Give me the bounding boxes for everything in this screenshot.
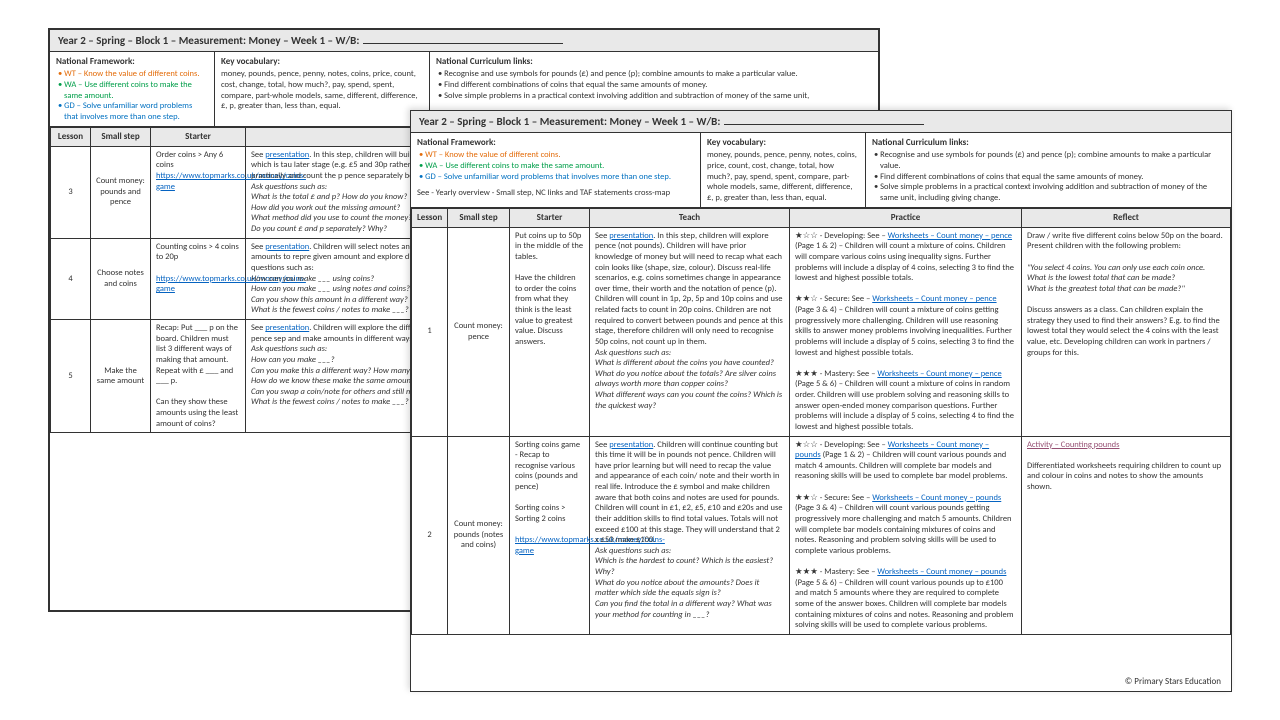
kv-label: Key vocabulary: (221, 56, 423, 67)
starter-cell: Recap: Put ___ p on the board. Children … (151, 320, 246, 433)
col-small: Small step (91, 128, 151, 146)
practice-cell: ★☆☆ - Developing: See – Worksheets – Cou… (790, 436, 1022, 634)
nf-label: National Framework: (417, 137, 694, 148)
nc-label: National Curriculum links: (872, 137, 1225, 148)
page-front: Year 2 – Spring – Block 1 – Measurement:… (410, 110, 1232, 692)
nc-item: Solve simple problems in a practical con… (436, 91, 872, 102)
col-reflect: Reflect (1022, 209, 1231, 227)
starter-cell: Put coins up to 50p in the middle of the… (510, 227, 590, 436)
nc-item: Find different combinations of coins tha… (436, 80, 872, 91)
activity-link[interactable]: Activity – Counting pounds (1027, 440, 1119, 450)
starter-cell: Order coins > Any 6 coinshttps://www.top… (151, 146, 246, 238)
col-starter: Starter (151, 128, 246, 146)
worksheet-link[interactable]: Worksheets – Count money – pence (877, 369, 1001, 379)
worksheet-link[interactable]: Worksheets – Count money – pence (888, 231, 1012, 241)
nf-wt: WT – Know the value of different coins. (417, 150, 694, 161)
lesson-num: 3 (51, 146, 91, 238)
practice-cell: ★☆☆ - Developing: See – Worksheets – Cou… (790, 227, 1022, 436)
lesson-num: 4 (51, 238, 91, 319)
title-bar-back: Year 2 – Spring – Block 1 – Measurement:… (50, 30, 878, 52)
worksheet-link[interactable]: Worksheets – Count money – pounds (877, 567, 1006, 577)
nc-item: Recognise and use symbols for pounds (£)… (436, 69, 872, 80)
starter-cell: Counting coins > 4 coins to 20phttps://w… (151, 238, 246, 319)
col-lesson: Lesson (412, 209, 448, 227)
see-note: See - Yearly overview - Small step, NC l… (417, 182, 694, 199)
footer-copyright: © Primary Stars Education (1125, 676, 1221, 687)
col-practice: Practice (790, 209, 1022, 227)
table-row: 1 Count money: pence Put coins up to 50p… (412, 227, 1231, 436)
col-starter: Starter (510, 209, 590, 227)
nf-wa: WA – Use different coins to make the sam… (56, 80, 208, 101)
kv-label: Key vocabulary: (707, 137, 859, 148)
table-row: 2 Count money: pounds (notes and coins) … (412, 436, 1231, 634)
kv-text: money, pounds, pence, penny, notes, coin… (707, 150, 857, 203)
kv-text: money, pounds, pence, penny, notes, coin… (221, 69, 418, 111)
nc-item: Solve simple problems in a practical con… (872, 182, 1225, 203)
nc-item: Find different combinations of coins tha… (872, 172, 1225, 183)
worksheet-link[interactable]: Worksheets – Count money – pence (872, 294, 996, 304)
worksheet-link[interactable]: Worksheets – Count money – pounds (872, 493, 1001, 503)
nf-wt: WT – Know the value of different coins. (56, 69, 208, 80)
reflect-cell: Draw / write five different coins below … (1022, 227, 1231, 436)
nf-label: National Framework: (56, 56, 208, 67)
lesson-num: 5 (51, 320, 91, 433)
presentation-link[interactable]: presentation (609, 231, 653, 241)
nc-item: Recognise and use symbols for pounds (£)… (872, 150, 1225, 171)
teach-cell: See presentation. Children will continue… (590, 436, 790, 634)
small-step: Choose notes and coins (91, 238, 151, 319)
presentation-link[interactable]: presentation (265, 150, 309, 160)
small-step: Count money: pounds (notes and coins) (448, 436, 510, 634)
plan-table-front: LessonSmall stepStarterTeachPracticeRefl… (411, 208, 1231, 634)
title-bar-front: Year 2 – Spring – Block 1 – Measurement:… (411, 111, 1231, 133)
page-title: Year 2 – Spring – Block 1 – Measurement:… (419, 115, 720, 128)
starter-cell: Sorting coins game - Recap to recognise … (510, 436, 590, 634)
small-step: Make the same amount (91, 320, 151, 433)
nf-wa: WA – Use different coins to make the sam… (417, 161, 694, 172)
nf-gd: GD – Solve unfamiliar word problems that… (417, 172, 694, 183)
nf-gd: GD – Solve unfamiliar word problems that… (56, 101, 208, 122)
small-step: Count money: pence (448, 227, 510, 436)
col-lesson: Lesson (51, 128, 91, 146)
presentation-link[interactable]: presentation (265, 323, 309, 333)
header-row-front: National Framework: WT – Know the value … (411, 133, 1231, 208)
page-title: Year 2 – Spring – Block 1 – Measurement:… (58, 34, 359, 47)
lesson-num: 2 (412, 436, 448, 634)
reflect-cell: Activity – Counting poundsDifferentiated… (1022, 436, 1231, 634)
col-teach: Teach (590, 209, 790, 227)
nc-label: National Curriculum links: (436, 56, 872, 67)
presentation-link[interactable]: presentation (609, 440, 653, 450)
teach-cell: See presentation. In this step, children… (590, 227, 790, 436)
lesson-num: 1 (412, 227, 448, 436)
small-step: Count money: pounds and pence (91, 146, 151, 238)
presentation-link[interactable]: presentation (265, 242, 309, 252)
col-small: Small step (448, 209, 510, 227)
